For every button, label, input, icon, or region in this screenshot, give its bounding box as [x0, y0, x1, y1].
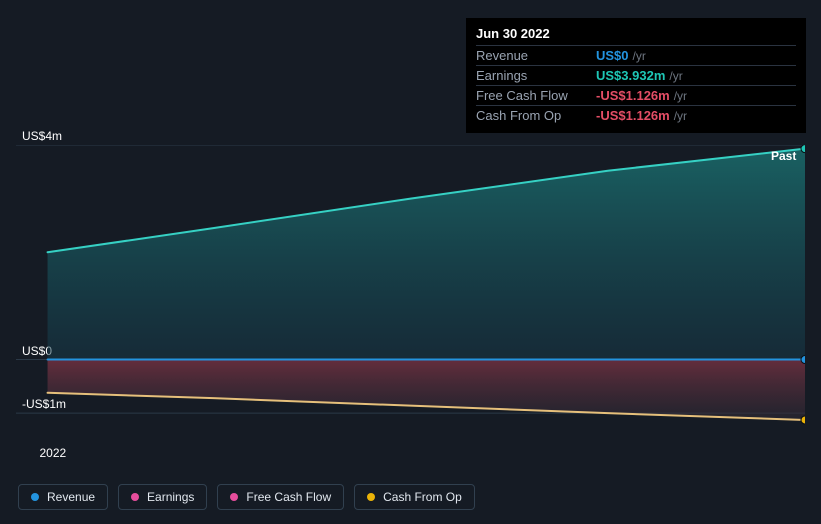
tooltip-row-value: -US$1.126m/yr	[596, 86, 796, 106]
tooltip-row: Free Cash Flow-US$1.126m/yr	[476, 86, 796, 106]
tooltip-row: EarningsUS$3.932m/yr	[476, 66, 796, 86]
tooltip-row-label: Cash From Op	[476, 106, 596, 126]
tooltip-row-value: US$3.932m/yr	[596, 66, 796, 86]
tooltip-date: Jun 30 2022	[476, 24, 796, 45]
legend-dot-icon	[31, 493, 39, 501]
chart-legend: Revenue Earnings Free Cash Flow Cash From O…	[18, 484, 475, 510]
legend-item-label: Cash From Op	[383, 490, 462, 504]
y-axis-label: US$4m	[22, 129, 62, 143]
legend-item-cash-from-op[interactable]: Cash From Op	[354, 484, 475, 510]
legend-dot-icon	[131, 493, 139, 501]
legend-item-free-cash-flow[interactable]: Free Cash Flow	[217, 484, 344, 510]
chart-tooltip: Jun 30 2022 RevenueUS$0/yrEarningsUS$3.9…	[466, 18, 806, 133]
tooltip-row-value: US$0/yr	[596, 46, 796, 66]
legend-dot-icon	[230, 493, 238, 501]
legend-dot-icon	[367, 493, 375, 501]
legend-item-label: Revenue	[47, 490, 95, 504]
tooltip-row: Cash From Op-US$1.126m/yr	[476, 106, 796, 126]
tooltip-row-value: -US$1.126m/yr	[596, 106, 796, 126]
tooltip-row-label: Earnings	[476, 66, 596, 86]
chart-plot	[16, 145, 805, 440]
past-label: Past	[771, 149, 796, 163]
legend-item-earnings[interactable]: Earnings	[118, 484, 207, 510]
legend-item-label: Free Cash Flow	[246, 490, 331, 504]
tooltip-row-label: Revenue	[476, 46, 596, 66]
legend-item-label: Earnings	[147, 490, 194, 504]
x-axis-label: 2022	[40, 446, 67, 460]
tooltip-row-label: Free Cash Flow	[476, 86, 596, 106]
financial-chart-panel: Jun 30 2022 RevenueUS$0/yrEarningsUS$3.9…	[0, 0, 821, 524]
legend-item-revenue[interactable]: Revenue	[18, 484, 108, 510]
tooltip-table: RevenueUS$0/yrEarningsUS$3.932m/yrFree C…	[476, 45, 796, 125]
tooltip-row: RevenueUS$0/yr	[476, 46, 796, 66]
